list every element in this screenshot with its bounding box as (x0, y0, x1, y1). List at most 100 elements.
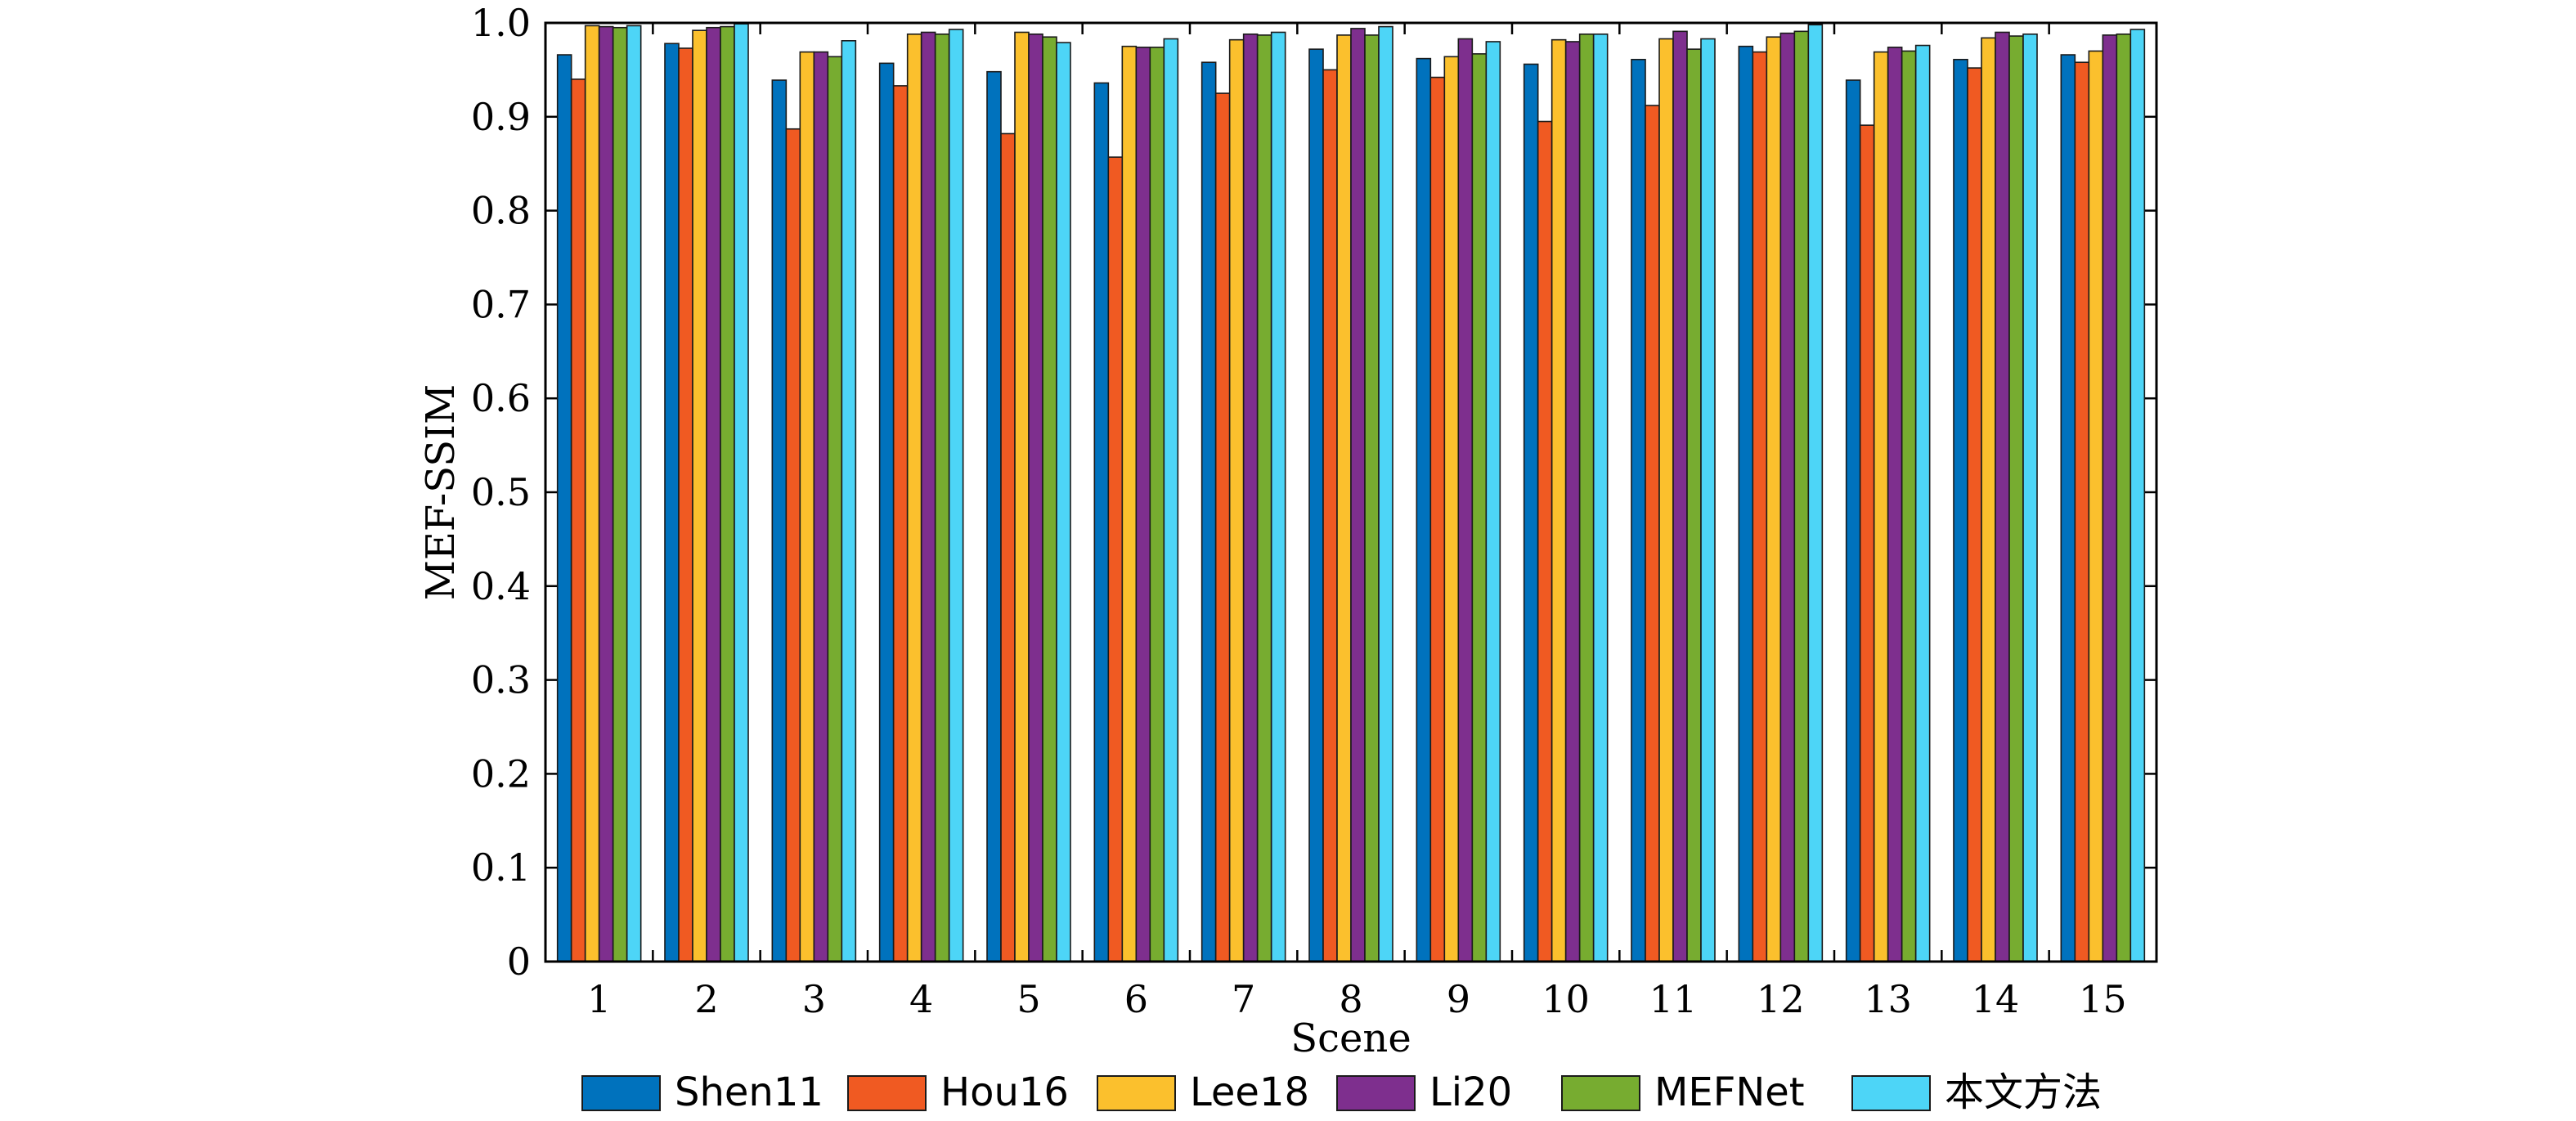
legend-swatch-MEFNet (1561, 1075, 1640, 1111)
bar-scene-5-Li20 (1028, 33, 1043, 962)
bar-scene-1-MEFNet (612, 26, 628, 962)
legend-swatch-Hou16 (847, 1075, 927, 1111)
bars-layer (556, 23, 2146, 962)
bar-scene-2-Li20 (706, 26, 721, 962)
bar-scene-2-Shen11 (664, 43, 680, 962)
bar-scene-11-Lee18 (1658, 38, 1674, 962)
bar-scene-2-Hou16 (678, 47, 693, 962)
bar-scene-2-MEFNet (720, 25, 735, 962)
x-tick-label: 1 (587, 977, 611, 1021)
y-tick-label: 0.8 (471, 189, 531, 233)
bar-scene-6-Li20 (1135, 47, 1151, 962)
bar-scene-12-Lee18 (1766, 36, 1782, 962)
bar-scene-10-MEFNet (1578, 33, 1595, 962)
x-tick-label: 7 (1232, 977, 1255, 1021)
bar-scene-11-本文方法 (1700, 38, 1716, 962)
bar-scene-12-Li20 (1779, 32, 1796, 962)
bar-scene-7-Lee18 (1228, 38, 1245, 962)
bar-scene-6-本文方法 (1163, 38, 1179, 962)
bar-scene-11-Shen11 (1631, 58, 1646, 962)
bar-scene-4-本文方法 (948, 29, 964, 962)
y-tick-label: 0.7 (471, 282, 531, 326)
bar-scene-9-Li20 (1457, 38, 1474, 962)
bar-scene-5-本文方法 (1056, 42, 1071, 962)
x-tick-label: 6 (1124, 977, 1148, 1021)
bar-scene-14-Shen11 (1953, 58, 1968, 962)
bar-scene-10-Hou16 (1537, 120, 1553, 962)
bar-scene-15-Lee18 (2088, 50, 2104, 962)
legend-label-Li20: Li20 (1429, 1069, 1512, 1115)
y-tick-label: 1.0 (471, 1, 531, 45)
x-tick-label: 10 (1542, 977, 1590, 1021)
bar-scene-12-MEFNet (1793, 30, 1810, 962)
bar-scene-8-MEFNet (1364, 34, 1380, 962)
y-axis-title: MEF-SSIM (418, 384, 464, 601)
legend-label-Hou16: Hou16 (940, 1069, 1069, 1115)
legend-swatch-本文方法 (1851, 1075, 1931, 1111)
bar-scene-15-MEFNet (2116, 33, 2132, 962)
x-tick-label: 3 (802, 977, 826, 1021)
bar-scene-15-本文方法 (2129, 29, 2146, 962)
bar-scene-1-Li20 (598, 25, 614, 962)
legend-swatch-Shen11 (581, 1075, 661, 1111)
bar-scene-13-本文方法 (1914, 44, 1931, 962)
bar-scene-6-Shen11 (1093, 82, 1110, 962)
x-tick-label: 15 (2079, 977, 2127, 1021)
bar-scene-2-本文方法 (734, 23, 749, 962)
bar-scene-8-Shen11 (1308, 48, 1324, 962)
bar-scene-10-Lee18 (1551, 38, 1567, 962)
bar-scene-3-Shen11 (771, 79, 788, 962)
bar-scene-11-MEFNet (1686, 48, 1702, 962)
bar-scene-4-MEFNet (934, 33, 950, 962)
bar-scene-15-Shen11 (2060, 54, 2076, 962)
bar-scene-14-MEFNet (2008, 35, 2024, 962)
bar-scene-1-Lee18 (584, 25, 600, 962)
bar-scene-7-Hou16 (1214, 92, 1231, 962)
bar-scene-7-本文方法 (1270, 31, 1286, 962)
bar-scene-15-Li20 (2102, 34, 2118, 962)
bar-scene-8-Hou16 (1322, 69, 1338, 962)
bar-scene-5-Hou16 (1000, 132, 1016, 962)
bar-scene-10-Li20 (1564, 41, 1581, 962)
bar-scene-5-Shen11 (986, 70, 1002, 962)
bar-scene-1-本文方法 (626, 25, 642, 962)
legend-label-MEFNet: MEFNet (1654, 1069, 1805, 1115)
bar-scene-13-Hou16 (1859, 124, 1875, 962)
bar-scene-9-Shen11 (1416, 57, 1432, 962)
bar-scene-5-Lee18 (1014, 31, 1030, 962)
bar-scene-15-Hou16 (2074, 61, 2090, 962)
bar-scene-4-Li20 (920, 31, 936, 962)
bar-scene-4-Hou16 (892, 85, 909, 962)
bar-scene-1-Hou16 (570, 78, 586, 962)
bar-scene-12-Shen11 (1738, 45, 1754, 962)
bar-scene-6-Hou16 (1107, 156, 1124, 962)
bar-scene-14-Hou16 (1967, 67, 1982, 962)
y-tick-label: 0.5 (471, 470, 531, 514)
bar-scene-2-Lee18 (692, 29, 707, 962)
bar-scene-12-本文方法 (1807, 24, 1824, 962)
bar-scene-10-本文方法 (1592, 33, 1609, 962)
legend: Shen11 Hou16 Lee18 Li20 MEFNet 本文方法 (581, 1069, 2102, 1115)
bar-scene-9-本文方法 (1485, 41, 1501, 962)
bar-scene-13-MEFNet (1901, 50, 1917, 962)
x-tick-label: 5 (1016, 977, 1040, 1021)
labels-layer: 00.10.20.30.40.50.60.70.80.91.01 2 3 4 5 6 7 8 9… (418, 1, 2127, 1061)
x-tick-label: 9 (1447, 977, 1470, 1021)
legend-swatch-Li20 (1336, 1075, 1416, 1111)
legend-label-本文方法: 本文方法 (1945, 1069, 2102, 1115)
bar-scene-6-Lee18 (1121, 45, 1138, 962)
bar-scene-3-Hou16 (785, 128, 801, 962)
x-tick-label: 8 (1339, 977, 1362, 1021)
legend-swatch-Lee18 (1097, 1075, 1176, 1111)
bar-scene-9-Hou16 (1429, 76, 1446, 962)
bar-scene-3-本文方法 (841, 40, 857, 962)
y-tick-label: 0.2 (471, 751, 531, 796)
bar-scene-12-Hou16 (1752, 51, 1768, 962)
x-tick-label: 12 (1757, 977, 1805, 1021)
bar-scene-6-MEFNet (1149, 47, 1165, 962)
bar-scene-7-MEFNet (1256, 34, 1272, 962)
bar-scene-13-Shen11 (1845, 79, 1861, 962)
bar-scene-7-Li20 (1242, 33, 1259, 962)
x-axis-title: Scene (1290, 1016, 1411, 1061)
